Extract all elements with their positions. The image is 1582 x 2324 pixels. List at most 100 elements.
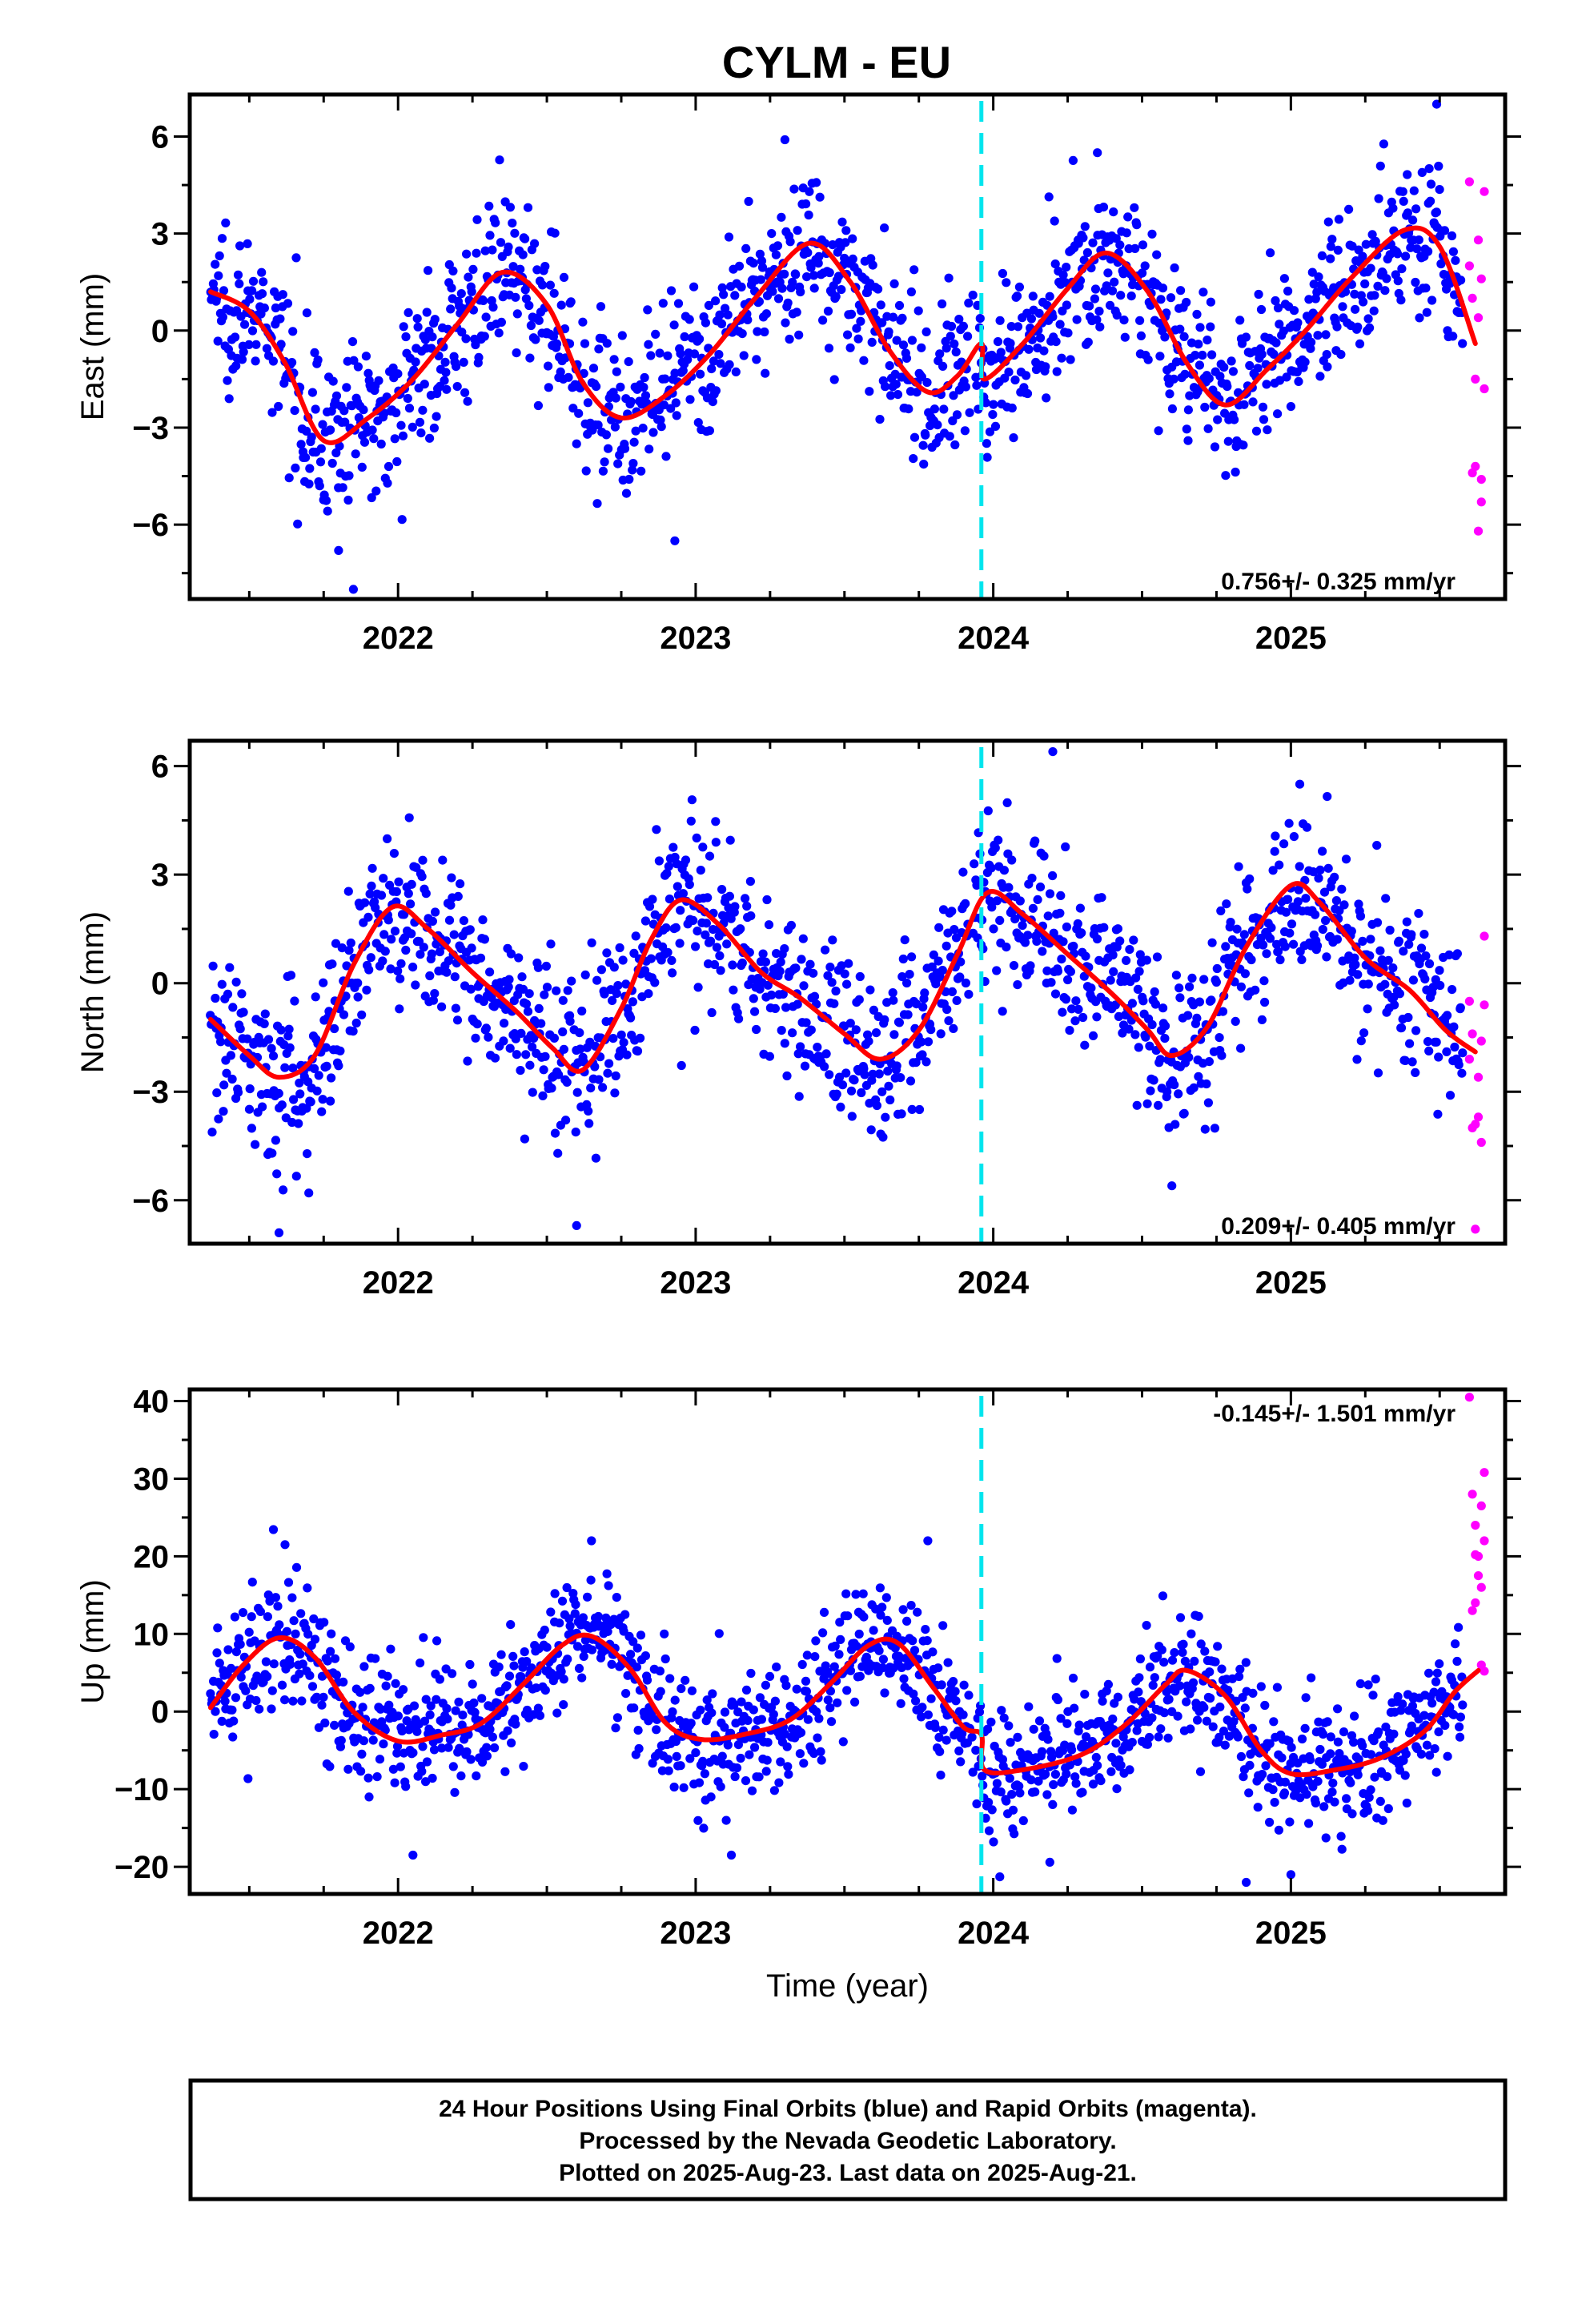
final-orbit-point xyxy=(761,1680,771,1690)
final-orbit-point xyxy=(709,356,719,366)
final-orbit-point xyxy=(1007,1790,1017,1799)
final-orbit-point xyxy=(315,481,324,491)
final-orbit-point xyxy=(479,296,488,305)
final-orbit-point xyxy=(1378,1815,1387,1825)
final-orbit-point xyxy=(584,1106,593,1116)
final-orbit-point xyxy=(1388,203,1398,213)
final-orbit-point xyxy=(1071,1779,1081,1788)
final-orbit-point xyxy=(494,328,504,338)
final-orbit-point xyxy=(869,1626,878,1635)
final-orbit-point xyxy=(317,1700,327,1710)
final-orbit-point xyxy=(1443,1011,1452,1020)
final-orbit-point xyxy=(1289,832,1299,842)
final-orbit-point xyxy=(1394,936,1403,946)
final-orbit-point xyxy=(552,339,562,348)
final-orbit-point xyxy=(421,1695,431,1704)
final-orbit-point xyxy=(1122,955,1131,965)
final-orbit-point xyxy=(304,479,314,489)
final-orbit-point xyxy=(375,1755,385,1764)
final-orbit-point xyxy=(1138,240,1148,250)
final-orbit-point xyxy=(1110,1000,1120,1010)
final-orbit-point xyxy=(1235,1664,1245,1674)
rapid-orbit-point xyxy=(1464,177,1474,187)
final-orbit-point xyxy=(1258,1770,1267,1779)
final-orbit-point xyxy=(401,945,411,955)
final-orbit-point xyxy=(1160,1021,1170,1031)
final-orbit-point xyxy=(1407,930,1416,939)
final-orbit-point xyxy=(462,1747,472,1757)
final-orbit-point xyxy=(1366,263,1375,273)
final-orbit-point xyxy=(1416,1749,1426,1759)
final-orbit-point xyxy=(366,953,375,963)
final-orbit-point xyxy=(1182,424,1191,434)
final-orbit-point xyxy=(1006,339,1015,348)
final-orbit-point xyxy=(829,1662,839,1671)
final-orbit-point xyxy=(404,308,413,317)
final-orbit-point xyxy=(207,1128,217,1137)
final-orbit-point xyxy=(1026,314,1036,324)
final-orbit-point xyxy=(237,989,247,999)
final-orbit-point xyxy=(367,863,377,873)
final-orbit-point xyxy=(251,1695,261,1706)
final-orbit-point xyxy=(1148,1680,1158,1690)
final-orbit-point xyxy=(1125,945,1134,955)
final-orbit-point xyxy=(909,1646,920,1655)
final-orbit-point xyxy=(1319,1802,1329,1811)
final-orbit-point xyxy=(987,1805,997,1815)
final-orbit-point xyxy=(512,1050,522,1059)
final-orbit-point xyxy=(1062,1719,1072,1728)
final-orbit-point xyxy=(1158,283,1168,293)
final-orbit-point xyxy=(791,270,801,279)
final-orbit-point xyxy=(1456,1003,1465,1012)
final-orbit-point xyxy=(523,203,533,212)
final-orbit-point xyxy=(854,995,864,1004)
final-orbit-point xyxy=(855,971,865,982)
final-orbit-point xyxy=(440,376,449,385)
final-orbit-point xyxy=(274,1088,283,1098)
final-orbit-point xyxy=(482,1743,492,1752)
final-orbit-point xyxy=(989,400,998,409)
final-orbit-point xyxy=(644,444,654,454)
final-orbit-point xyxy=(1039,851,1049,861)
final-orbit-point xyxy=(1012,292,1022,301)
final-orbit-point xyxy=(1170,1120,1180,1129)
final-orbit-point xyxy=(958,321,968,331)
final-orbit-point xyxy=(1116,291,1126,300)
final-orbit-point xyxy=(882,1615,892,1625)
final-orbit-point xyxy=(909,454,918,464)
final-orbit-point xyxy=(821,945,830,955)
final-orbit-point xyxy=(1421,283,1431,293)
final-orbit-point xyxy=(602,1569,612,1578)
final-orbit-point xyxy=(835,1618,845,1627)
final-orbit-point xyxy=(810,1652,820,1662)
final-orbit-point xyxy=(733,1707,743,1717)
final-orbit-point xyxy=(318,1095,327,1104)
final-orbit-point xyxy=(1450,1042,1460,1052)
final-orbit-point xyxy=(534,1003,544,1013)
final-orbit-point xyxy=(640,916,651,926)
final-orbit-point xyxy=(404,813,414,822)
final-orbit-point xyxy=(428,1773,437,1783)
final-orbit-point xyxy=(437,1743,447,1753)
final-orbit-point xyxy=(340,417,350,427)
final-orbit-point xyxy=(1103,268,1113,278)
final-orbit-point xyxy=(823,1695,833,1705)
final-orbit-point xyxy=(946,321,957,332)
final-orbit-point xyxy=(1072,315,1082,324)
final-orbit-point xyxy=(1014,1781,1024,1791)
final-orbit-point xyxy=(1082,1732,1091,1742)
final-orbit-point xyxy=(1053,967,1062,976)
final-orbit-point xyxy=(938,966,947,975)
final-orbit-point xyxy=(689,349,700,359)
final-orbit-point xyxy=(562,1077,572,1087)
final-orbit-point xyxy=(835,1072,845,1082)
final-orbit-point xyxy=(1155,352,1165,361)
final-orbit-point xyxy=(477,1757,488,1767)
final-orbit-point xyxy=(662,869,672,879)
final-orbit-point xyxy=(716,1782,725,1791)
final-orbit-point xyxy=(788,277,797,287)
final-orbit-point xyxy=(362,985,371,995)
final-orbit-point xyxy=(456,289,466,299)
final-orbit-point xyxy=(1319,887,1330,897)
final-orbit-point xyxy=(1236,1043,1246,1053)
